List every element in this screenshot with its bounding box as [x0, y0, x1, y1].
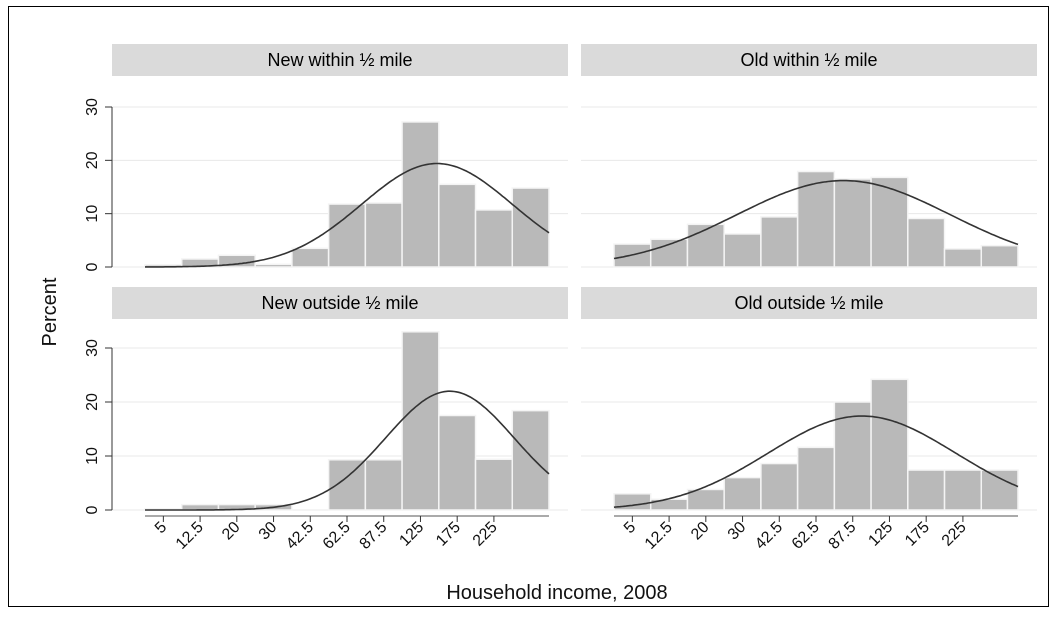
y-tick-label: 30 [84, 98, 101, 116]
histogram-bar [833, 401, 872, 511]
x-tick-label: 225 [470, 519, 501, 550]
histogram-bar [438, 183, 477, 268]
normal-density-curve [145, 162, 550, 268]
histogram-bar [474, 458, 514, 511]
x-tick-label: 12.5 [173, 519, 207, 553]
normal-density-curve [613, 415, 1019, 508]
y-tick-label: 10 [84, 447, 101, 465]
x-tick-label: 5 [152, 519, 170, 537]
histogram-bar [760, 216, 799, 268]
histogram-bar [401, 121, 440, 268]
x-tick-label: 225 [939, 519, 970, 550]
normal-density-curve [145, 390, 550, 511]
histogram-bar [511, 187, 550, 268]
normal-density-curve [613, 179, 1019, 260]
histogram-bar [364, 202, 403, 268]
y-tick-label: 0 [84, 262, 101, 271]
histogram-bar [686, 223, 725, 268]
y-tick-label: 20 [84, 151, 101, 169]
x-tick-label: 12.5 [642, 519, 676, 553]
histogram-bar [327, 203, 367, 268]
histogram-bar [870, 378, 909, 511]
histogram-bar [907, 469, 946, 511]
panel-1: Old within ½ mile [581, 44, 1037, 275]
histogram-bar [943, 248, 983, 268]
x-tick-label: 42.5 [283, 519, 317, 553]
x-tick-label: 125 [865, 519, 896, 550]
x-axis-title: Household income, 2008 [446, 582, 667, 604]
histogram-bar [364, 459, 403, 511]
panel-title: Old within ½ mile [740, 50, 877, 70]
panel-strip [581, 287, 1037, 319]
histogram-bar [907, 217, 946, 268]
histogram-bar [760, 462, 799, 511]
histogram-bar [327, 459, 367, 511]
histogram-bar [254, 263, 293, 268]
x-tick-label: 125 [396, 519, 427, 550]
y-tick-label: 30 [84, 339, 101, 357]
x-tick-label: 175 [433, 519, 464, 550]
histogram-bar [401, 331, 440, 511]
histogram-bar [723, 233, 762, 268]
x-tick-label: 30 [256, 519, 281, 544]
x-tick-label: 5 [621, 519, 639, 537]
histogram-bar [474, 209, 514, 268]
x-tick-label: 87.5 [826, 519, 860, 553]
histogram-bar [613, 493, 652, 511]
panel-title: New within ½ mile [267, 50, 412, 70]
x-tick-label: 20 [219, 519, 244, 544]
panel-0: New within ½ mile 0 10 20 30 [84, 44, 568, 275]
panel-strip [112, 287, 568, 319]
histogram-bar [686, 488, 725, 511]
y-tick-label: 20 [84, 393, 101, 411]
histogram-bar [870, 176, 909, 268]
histogram-bar [723, 476, 762, 511]
panel-strip [581, 44, 1037, 76]
x-tick-label: 20 [688, 519, 713, 544]
x-tick-label: 62.5 [789, 519, 823, 553]
x-tick-label: 62.5 [320, 519, 354, 553]
histogram-bar [980, 244, 1019, 268]
panel-strip [112, 44, 568, 76]
y-axis-title: Percent [39, 277, 61, 346]
panel-title: Old outside ½ mile [734, 293, 883, 313]
histogram-bar [980, 469, 1019, 511]
x-tick-label: 175 [902, 519, 933, 550]
x-tick-label: 42.5 [752, 519, 786, 553]
histogram-bar [438, 414, 477, 511]
histogram-bar [833, 178, 872, 268]
y-tick-label: 0 [84, 505, 101, 514]
histogram-bar [511, 409, 550, 511]
panel-title: New outside ½ mile [261, 293, 418, 313]
histogram-bar [291, 247, 330, 268]
histogram-bar [943, 469, 983, 511]
histogram-bar [796, 170, 836, 268]
x-tick-label: 30 [725, 519, 750, 544]
histogram-bar [796, 446, 836, 511]
y-tick-label: 10 [84, 205, 101, 223]
x-tick-label: 87.5 [357, 519, 391, 553]
histogram-bar [649, 238, 689, 268]
